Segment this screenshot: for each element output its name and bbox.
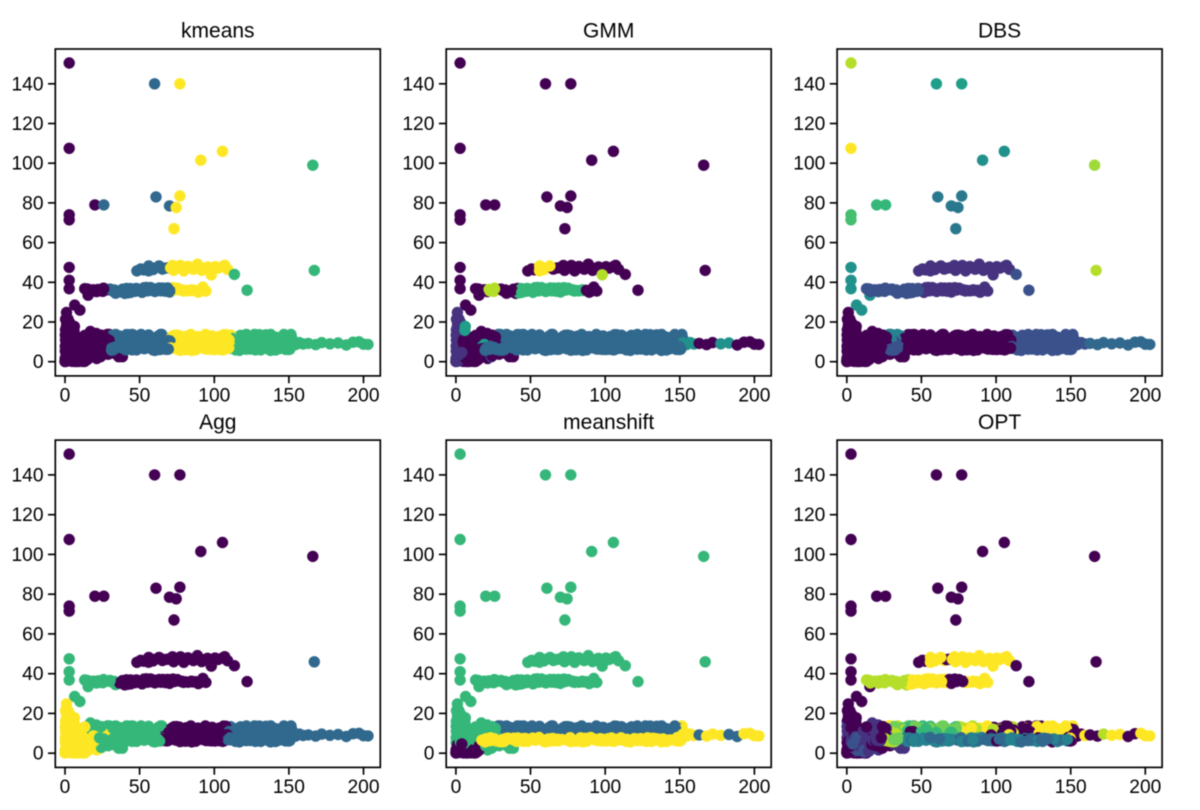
svg-text:0: 0 — [451, 385, 462, 406]
svg-text:140: 140 — [793, 74, 825, 95]
svg-text:200: 200 — [347, 777, 379, 798]
svg-text:40: 40 — [804, 273, 825, 294]
svg-text:60: 60 — [22, 624, 43, 645]
svg-text:100: 100 — [402, 154, 434, 175]
svg-text:80: 80 — [804, 193, 825, 214]
svg-text:80: 80 — [22, 585, 43, 606]
svg-text:50: 50 — [129, 777, 150, 798]
svg-text:150: 150 — [273, 777, 305, 798]
svg-text:80: 80 — [22, 193, 43, 214]
svg-text:50: 50 — [911, 385, 932, 406]
svg-text:100: 100 — [11, 545, 43, 566]
svg-text:20: 20 — [22, 313, 43, 334]
svg-text:0: 0 — [60, 385, 71, 406]
svg-text:kmeans: kmeans — [181, 20, 255, 43]
svg-text:50: 50 — [520, 385, 541, 406]
svg-text:150: 150 — [664, 385, 696, 406]
svg-text:DBS: DBS — [978, 20, 1021, 43]
svg-text:100: 100 — [198, 777, 230, 798]
svg-text:40: 40 — [22, 664, 43, 685]
svg-text:0: 0 — [424, 352, 435, 373]
svg-text:20: 20 — [804, 313, 825, 334]
svg-text:200: 200 — [1129, 385, 1161, 406]
svg-text:80: 80 — [413, 193, 434, 214]
svg-text:150: 150 — [273, 385, 305, 406]
svg-text:200: 200 — [347, 385, 379, 406]
svg-text:140: 140 — [11, 465, 43, 486]
svg-text:60: 60 — [413, 233, 434, 254]
svg-text:120: 120 — [402, 114, 434, 135]
svg-text:0: 0 — [815, 352, 826, 373]
svg-text:50: 50 — [129, 385, 150, 406]
svg-text:GMM: GMM — [583, 20, 634, 43]
svg-text:140: 140 — [402, 74, 434, 95]
svg-text:120: 120 — [793, 114, 825, 135]
svg-text:100: 100 — [11, 154, 43, 175]
svg-text:0: 0 — [33, 744, 44, 765]
svg-text:60: 60 — [804, 233, 825, 254]
svg-text:20: 20 — [413, 313, 434, 334]
svg-text:Agg: Agg — [199, 411, 236, 434]
svg-text:120: 120 — [11, 114, 43, 135]
svg-text:100: 100 — [980, 385, 1012, 406]
svg-text:200: 200 — [738, 385, 770, 406]
svg-text:140: 140 — [11, 74, 43, 95]
svg-text:100: 100 — [198, 385, 230, 406]
svg-text:0: 0 — [60, 777, 71, 798]
svg-text:60: 60 — [22, 233, 43, 254]
svg-text:20: 20 — [22, 704, 43, 725]
svg-text:100: 100 — [589, 385, 621, 406]
svg-text:100: 100 — [793, 154, 825, 175]
svg-text:40: 40 — [22, 273, 43, 294]
svg-text:0: 0 — [841, 385, 852, 406]
svg-text:150: 150 — [1055, 385, 1087, 406]
svg-text:120: 120 — [11, 505, 43, 526]
svg-text:40: 40 — [413, 273, 434, 294]
svg-text:0: 0 — [33, 352, 44, 373]
